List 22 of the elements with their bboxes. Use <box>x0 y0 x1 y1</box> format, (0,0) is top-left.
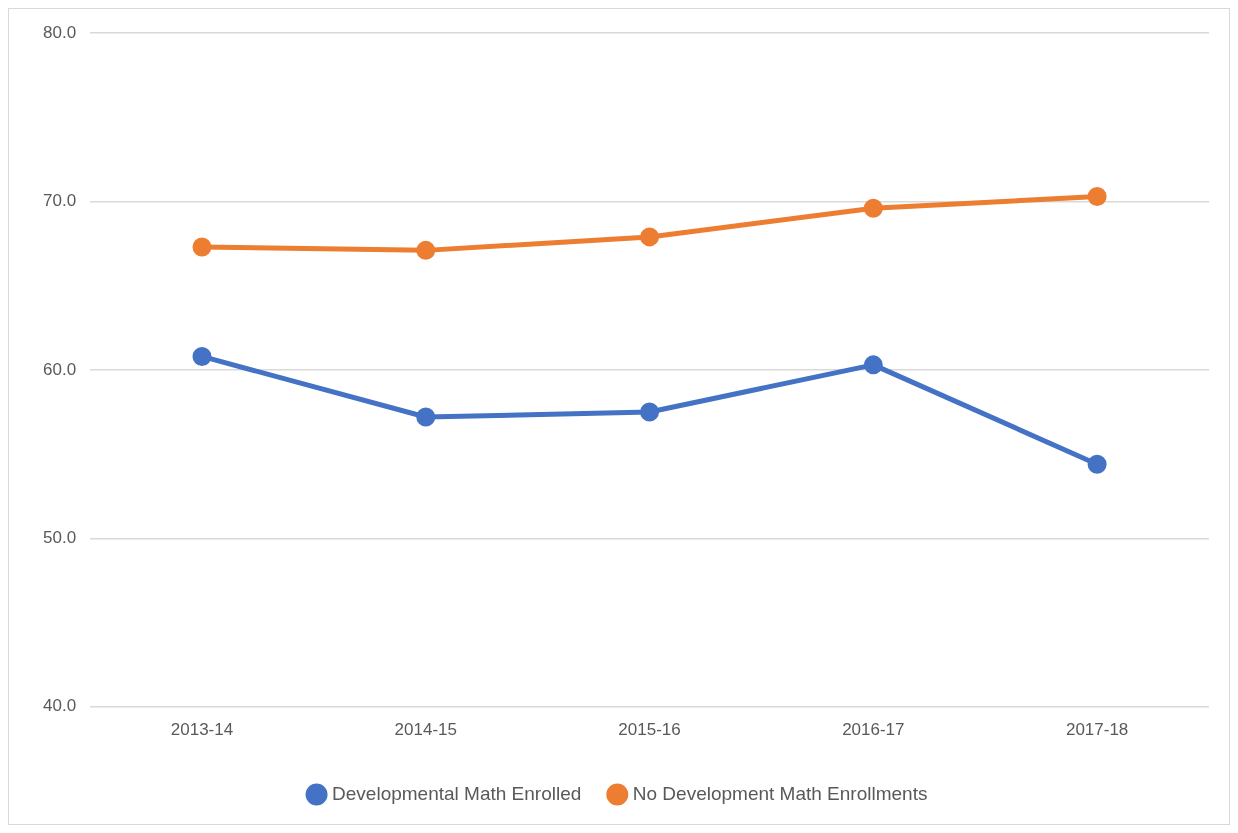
y-tick-label: 70.0 <box>42 191 77 211</box>
x-tick-label: 2013-14 <box>170 720 234 740</box>
point <box>640 402 660 422</box>
point <box>416 240 436 260</box>
point <box>1087 454 1107 474</box>
point <box>1087 187 1107 206</box>
x-tick-label: 2016-17 <box>842 720 905 740</box>
point <box>640 227 660 247</box>
x-tick-label: 2014-15 <box>394 720 457 740</box>
y-tick-label: 60.0 <box>42 359 77 379</box>
legend-label: No Development Math Enrollments <box>632 782 928 804</box>
point <box>863 198 883 218</box>
point <box>863 355 883 375</box>
legend-label: Developmental Math Enrolled <box>332 782 582 804</box>
x-tick-label: 2017-18 <box>1065 720 1129 740</box>
point <box>416 407 436 427</box>
y-tick-label: 40.0 <box>42 696 77 716</box>
x-tick-label: 2015-16 <box>618 720 681 740</box>
y-tick-label: 50.0 <box>42 527 77 547</box>
y-tick-label: 80.0 <box>42 22 77 42</box>
point <box>192 346 212 366</box>
point <box>192 237 212 257</box>
